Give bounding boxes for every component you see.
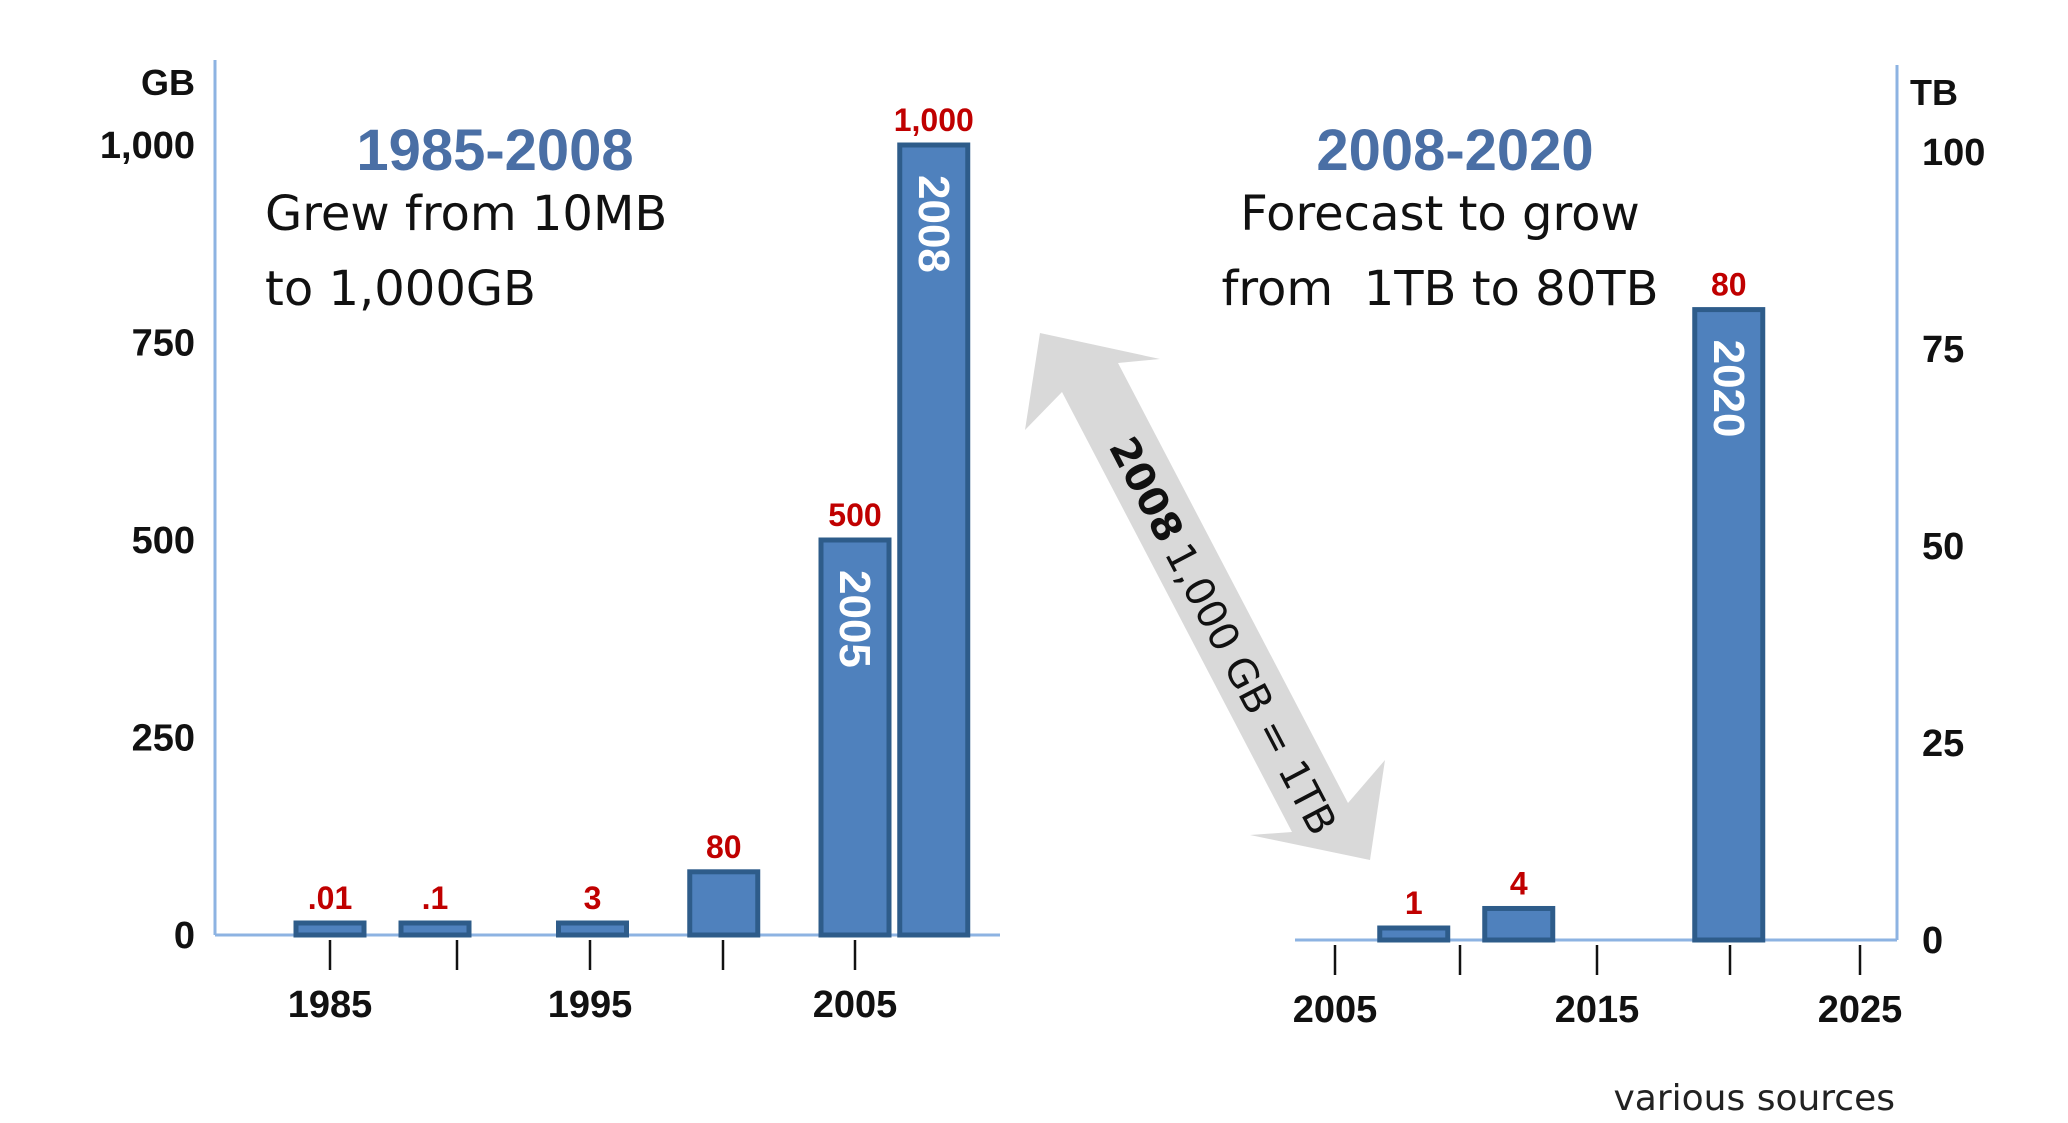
- right-panel-desc-line1: Forecast to grow: [1240, 186, 1640, 242]
- left-bar-1989: [398, 920, 472, 938]
- left-bar-chart: 0 250 500 750 1,000 1985 1995 2005 .01 .1 3 80 500 20…: [100, 60, 1000, 1026]
- right-x-tick-label: 2005: [1293, 989, 1378, 1031]
- right-bar-2008: [1377, 925, 1451, 943]
- left-x-tick-label: 1995: [548, 984, 633, 1026]
- left-y-tick-label: 500: [132, 520, 195, 562]
- right-bar-value-label: 1: [1405, 885, 1423, 921]
- right-y-tick-label: 50: [1922, 526, 1964, 568]
- right-bar-value-label: 4: [1510, 865, 1528, 901]
- right-bar-2020: [1692, 307, 1766, 943]
- left-bar-2005: [818, 537, 892, 938]
- source-note: various sources: [1613, 1078, 1895, 1119]
- arrow-text-conversion: 1,000 GB = 1TB: [1155, 536, 1345, 843]
- left-panel-desc-line1: Grew from 10MB: [265, 186, 667, 242]
- right-panel-title: 2008-2020: [1316, 118, 1593, 183]
- left-bar-inner-label: 2005: [830, 570, 879, 668]
- left-bar-1985: [293, 920, 367, 938]
- conversion-arrow: 2008 1,000 GB = 1TB: [1025, 333, 1385, 860]
- left-bar-inner-label: 2008: [909, 175, 958, 273]
- right-bar-value-label: 80: [1711, 267, 1747, 303]
- right-x-tick-label: 2025: [1818, 989, 1903, 1031]
- right-y-unit-label: TB: [1910, 72, 1958, 113]
- left-y-tick-label: 750: [132, 323, 195, 365]
- left-bar-value-label: 1,000: [894, 102, 974, 138]
- left-bar-value-label: .1: [422, 880, 449, 916]
- right-panel-desc-line2: from 1TB to 80TB: [1221, 261, 1658, 317]
- double-arrow-icon: [1025, 333, 1385, 860]
- left-bar-value-label: 500: [828, 497, 881, 533]
- right-x-tick-label: 2015: [1555, 989, 1640, 1031]
- left-x-tick-label: 1985: [288, 984, 373, 1026]
- left-y-tick-label: 0: [174, 915, 195, 957]
- left-bar-2008: [897, 142, 971, 938]
- right-y-tick-label: 25: [1922, 723, 1964, 765]
- left-y-tick-label: 250: [132, 718, 195, 760]
- right-y-tick-label: 0: [1922, 920, 1943, 962]
- left-panel-desc-line2: to 1,000GB: [265, 261, 536, 317]
- left-y-unit-label: GB: [141, 62, 195, 103]
- right-bar-chart: 0 25 50 75 100 2005 2015 2025 1 4 80 2020: [1293, 65, 1985, 1031]
- right-y-tick-label: 100: [1922, 132, 1985, 174]
- right-y-tick-label: 75: [1922, 329, 1964, 371]
- left-bar-value-label: .01: [308, 880, 352, 916]
- left-bar-value-label: 3: [584, 880, 602, 916]
- left-y-tick-label: 1,000: [100, 125, 195, 167]
- left-bar-value-label: 80: [706, 829, 742, 865]
- left-panel-title: 1985-2008: [356, 118, 633, 183]
- right-bar-inner-label: 2020: [1704, 340, 1753, 438]
- left-bar-2000: [687, 869, 761, 938]
- left-bar-1995: [556, 920, 629, 938]
- right-bar-2012: [1482, 905, 1556, 943]
- left-x-tick-label: 2005: [813, 984, 898, 1026]
